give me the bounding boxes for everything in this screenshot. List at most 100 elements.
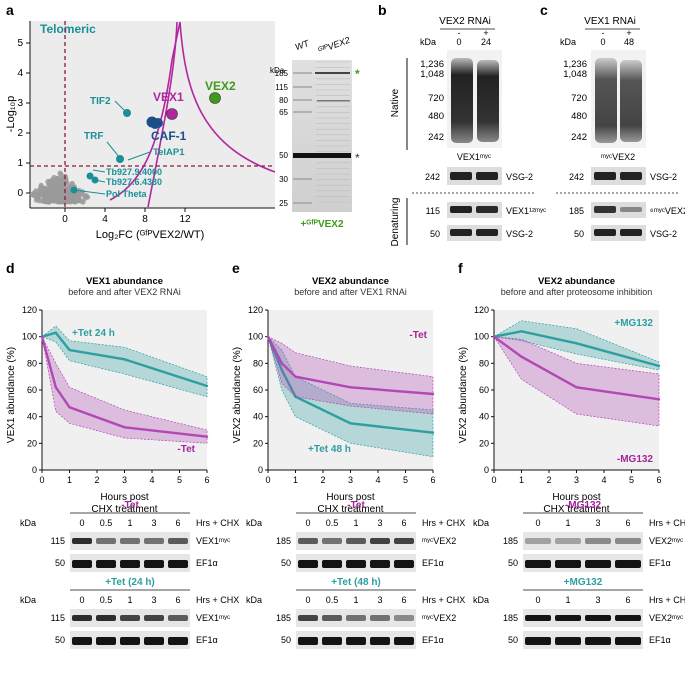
blot-strip bbox=[523, 631, 643, 649]
blot-band bbox=[370, 637, 390, 645]
native-marker-label: 1,048 bbox=[420, 69, 444, 80]
telomeric-label: Telomeric bbox=[40, 22, 96, 36]
blot-lane-label: 3 bbox=[151, 595, 156, 605]
background-point bbox=[66, 190, 72, 196]
chart-xtick-label: 5 bbox=[629, 475, 634, 485]
blot-kda: kDa bbox=[246, 595, 262, 605]
blot-band bbox=[322, 538, 342, 544]
blot-lane-label: 3 bbox=[377, 595, 382, 605]
chart-subtitle: before and after proteosome inhibition bbox=[501, 287, 653, 297]
gel-star-green: * bbox=[355, 67, 360, 81]
b-vsg-band-2 bbox=[476, 172, 498, 180]
background-point bbox=[52, 192, 58, 198]
western-blot-e-bottom: +Tet (48 h) kDa 0 0.5 1 3 6 Hrs + CHX 185 ᵐʸᶜVEX2… bbox=[246, 577, 465, 649]
series-point bbox=[492, 335, 496, 338]
series-point bbox=[575, 386, 578, 389]
volcano-xlabel: Log₂FC (ᴳᶠᴾVEX2/WT) bbox=[96, 229, 205, 241]
chart-xtick-label: 4 bbox=[375, 475, 380, 485]
chart-xlabel-line2: CHX treatment bbox=[317, 504, 383, 515]
blot-protein-label: EF1α bbox=[196, 635, 218, 645]
volcano-ytick-label: 4 bbox=[17, 68, 23, 79]
blot-lane-label: 1 bbox=[353, 518, 358, 528]
background-point bbox=[47, 195, 54, 201]
blot-lane-label: 0 bbox=[79, 518, 84, 528]
blot-band bbox=[298, 637, 318, 645]
blot-band bbox=[525, 560, 551, 568]
c-den-band-1b bbox=[620, 207, 642, 212]
blot-band bbox=[298, 538, 318, 544]
trf-label: TRF bbox=[84, 131, 103, 142]
blot-lane-label: 6 bbox=[401, 518, 406, 528]
background-point bbox=[82, 193, 88, 199]
blot-band bbox=[72, 615, 92, 621]
series-point bbox=[431, 392, 435, 396]
series-point bbox=[68, 348, 71, 352]
vex2-point bbox=[209, 92, 221, 104]
tb4000-point bbox=[86, 172, 94, 180]
b-vsg-band-1 bbox=[450, 172, 472, 180]
gel-marker-label: 115 bbox=[275, 83, 288, 92]
gel-marker-label: 25 bbox=[279, 199, 288, 208]
blot-hrs-label: Hrs + CHX bbox=[649, 595, 685, 605]
chart-ytick-label: 80 bbox=[27, 358, 37, 368]
trf-point bbox=[116, 155, 124, 163]
blot-lane-label: 3 bbox=[151, 518, 156, 528]
blot-band bbox=[168, 637, 188, 645]
volcano-xtick-label: 0 bbox=[62, 214, 68, 225]
chart-ytick-label: 0 bbox=[32, 465, 37, 475]
blot-band bbox=[144, 637, 164, 645]
b-denaturing-label: Denaturing bbox=[390, 198, 401, 247]
chart-ytick-label: 100 bbox=[22, 332, 37, 342]
series-point bbox=[657, 398, 661, 401]
chart-ytick-label: 0 bbox=[484, 465, 489, 475]
pol-theta-label: Pol Theta bbox=[106, 189, 147, 199]
tb4330-leader bbox=[94, 179, 106, 183]
series-label: +Tet 48 h bbox=[308, 444, 351, 455]
blot-marker: 50 bbox=[281, 635, 291, 645]
chart-xtick-label: 0 bbox=[491, 475, 496, 485]
telap1-leader bbox=[127, 151, 151, 161]
blot-band bbox=[370, 538, 390, 544]
b-kda: kDa bbox=[420, 37, 436, 47]
native-marker-label: 242 bbox=[571, 132, 587, 143]
chart-xtick-label: 0 bbox=[265, 475, 270, 485]
chart-title: VEX2 abundance bbox=[538, 276, 615, 287]
blot-band bbox=[525, 615, 551, 621]
chart-xtick-label: 6 bbox=[430, 475, 435, 485]
chart-title: VEX1 abundance bbox=[86, 276, 163, 287]
blot-band bbox=[394, 637, 414, 645]
chart-ytick-label: 40 bbox=[479, 412, 489, 422]
gel-band-50 bbox=[293, 153, 351, 158]
chart-xtick-label: 6 bbox=[204, 475, 209, 485]
blot-band bbox=[525, 538, 551, 544]
chart-xtick-label: 4 bbox=[149, 475, 154, 485]
series-point bbox=[54, 386, 57, 389]
blot-hrs-label: Hrs + CHX bbox=[422, 595, 465, 605]
background-point bbox=[38, 182, 44, 188]
blot-marker: 185 bbox=[276, 536, 291, 546]
series-confidence-band bbox=[267, 336, 434, 415]
blot-strip bbox=[523, 554, 643, 572]
blot-band bbox=[322, 637, 342, 645]
chart-ytick-label: 40 bbox=[27, 412, 37, 422]
c-vsg-marker: 242 bbox=[569, 172, 584, 182]
blot-protein-label: EF1α bbox=[649, 635, 671, 645]
background-point bbox=[34, 192, 40, 198]
blot-band bbox=[370, 615, 390, 621]
b-den-label-2: VSG-2 bbox=[506, 229, 533, 239]
series-point bbox=[266, 335, 270, 338]
significance-curve-left bbox=[109, 21, 181, 201]
blot-band bbox=[120, 637, 140, 645]
gel-lane-vex2: ᴳᶠᴾVEX2 bbox=[317, 35, 352, 56]
panel-label-a: a bbox=[6, 2, 14, 18]
background-point bbox=[50, 177, 56, 183]
series-point bbox=[54, 331, 57, 334]
chart-ytick-label: 80 bbox=[479, 358, 489, 368]
blot-condition-label: +Tet (24 h) bbox=[105, 577, 155, 588]
background-point bbox=[73, 193, 79, 199]
chart-xtick-label: 2 bbox=[546, 475, 551, 485]
